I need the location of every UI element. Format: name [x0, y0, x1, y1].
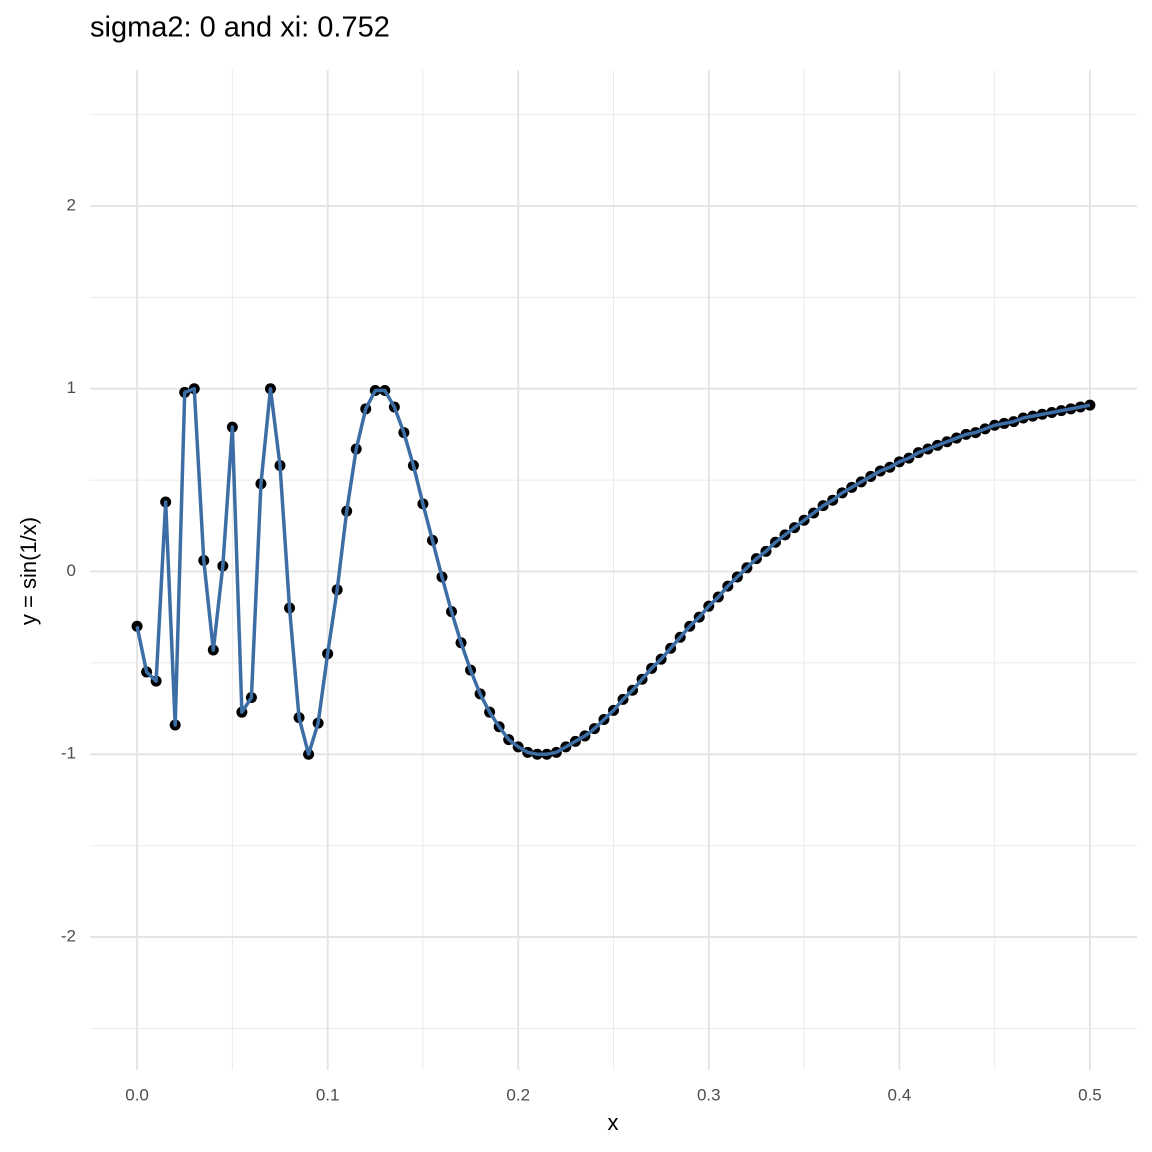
- x-axis-title: x: [608, 1110, 619, 1135]
- y-tick-label: -1: [61, 744, 76, 763]
- x-tick-label: 0.1: [316, 1085, 340, 1104]
- y-tick-label: -2: [61, 926, 76, 945]
- x-tick-label: 0.0: [125, 1085, 149, 1104]
- chart-title: sigma2: 0 and xi: 0.752: [90, 12, 390, 44]
- line: [135, 386, 1091, 756]
- point: [131, 620, 143, 632]
- y-tick-label: 2: [67, 195, 76, 214]
- y-tick-label: 0: [67, 561, 76, 580]
- x-tick-label: 0.2: [506, 1085, 530, 1104]
- grid: [90, 70, 1137, 1070]
- x-tick-label: 0.5: [1078, 1085, 1102, 1104]
- y-axis-title: y = sin(1/x): [16, 517, 41, 625]
- x-tick-label: 0.4: [888, 1085, 912, 1104]
- marks: [131, 383, 1096, 760]
- x-tick-label: 0.3: [697, 1085, 721, 1104]
- y-tick-label: 1: [67, 378, 76, 397]
